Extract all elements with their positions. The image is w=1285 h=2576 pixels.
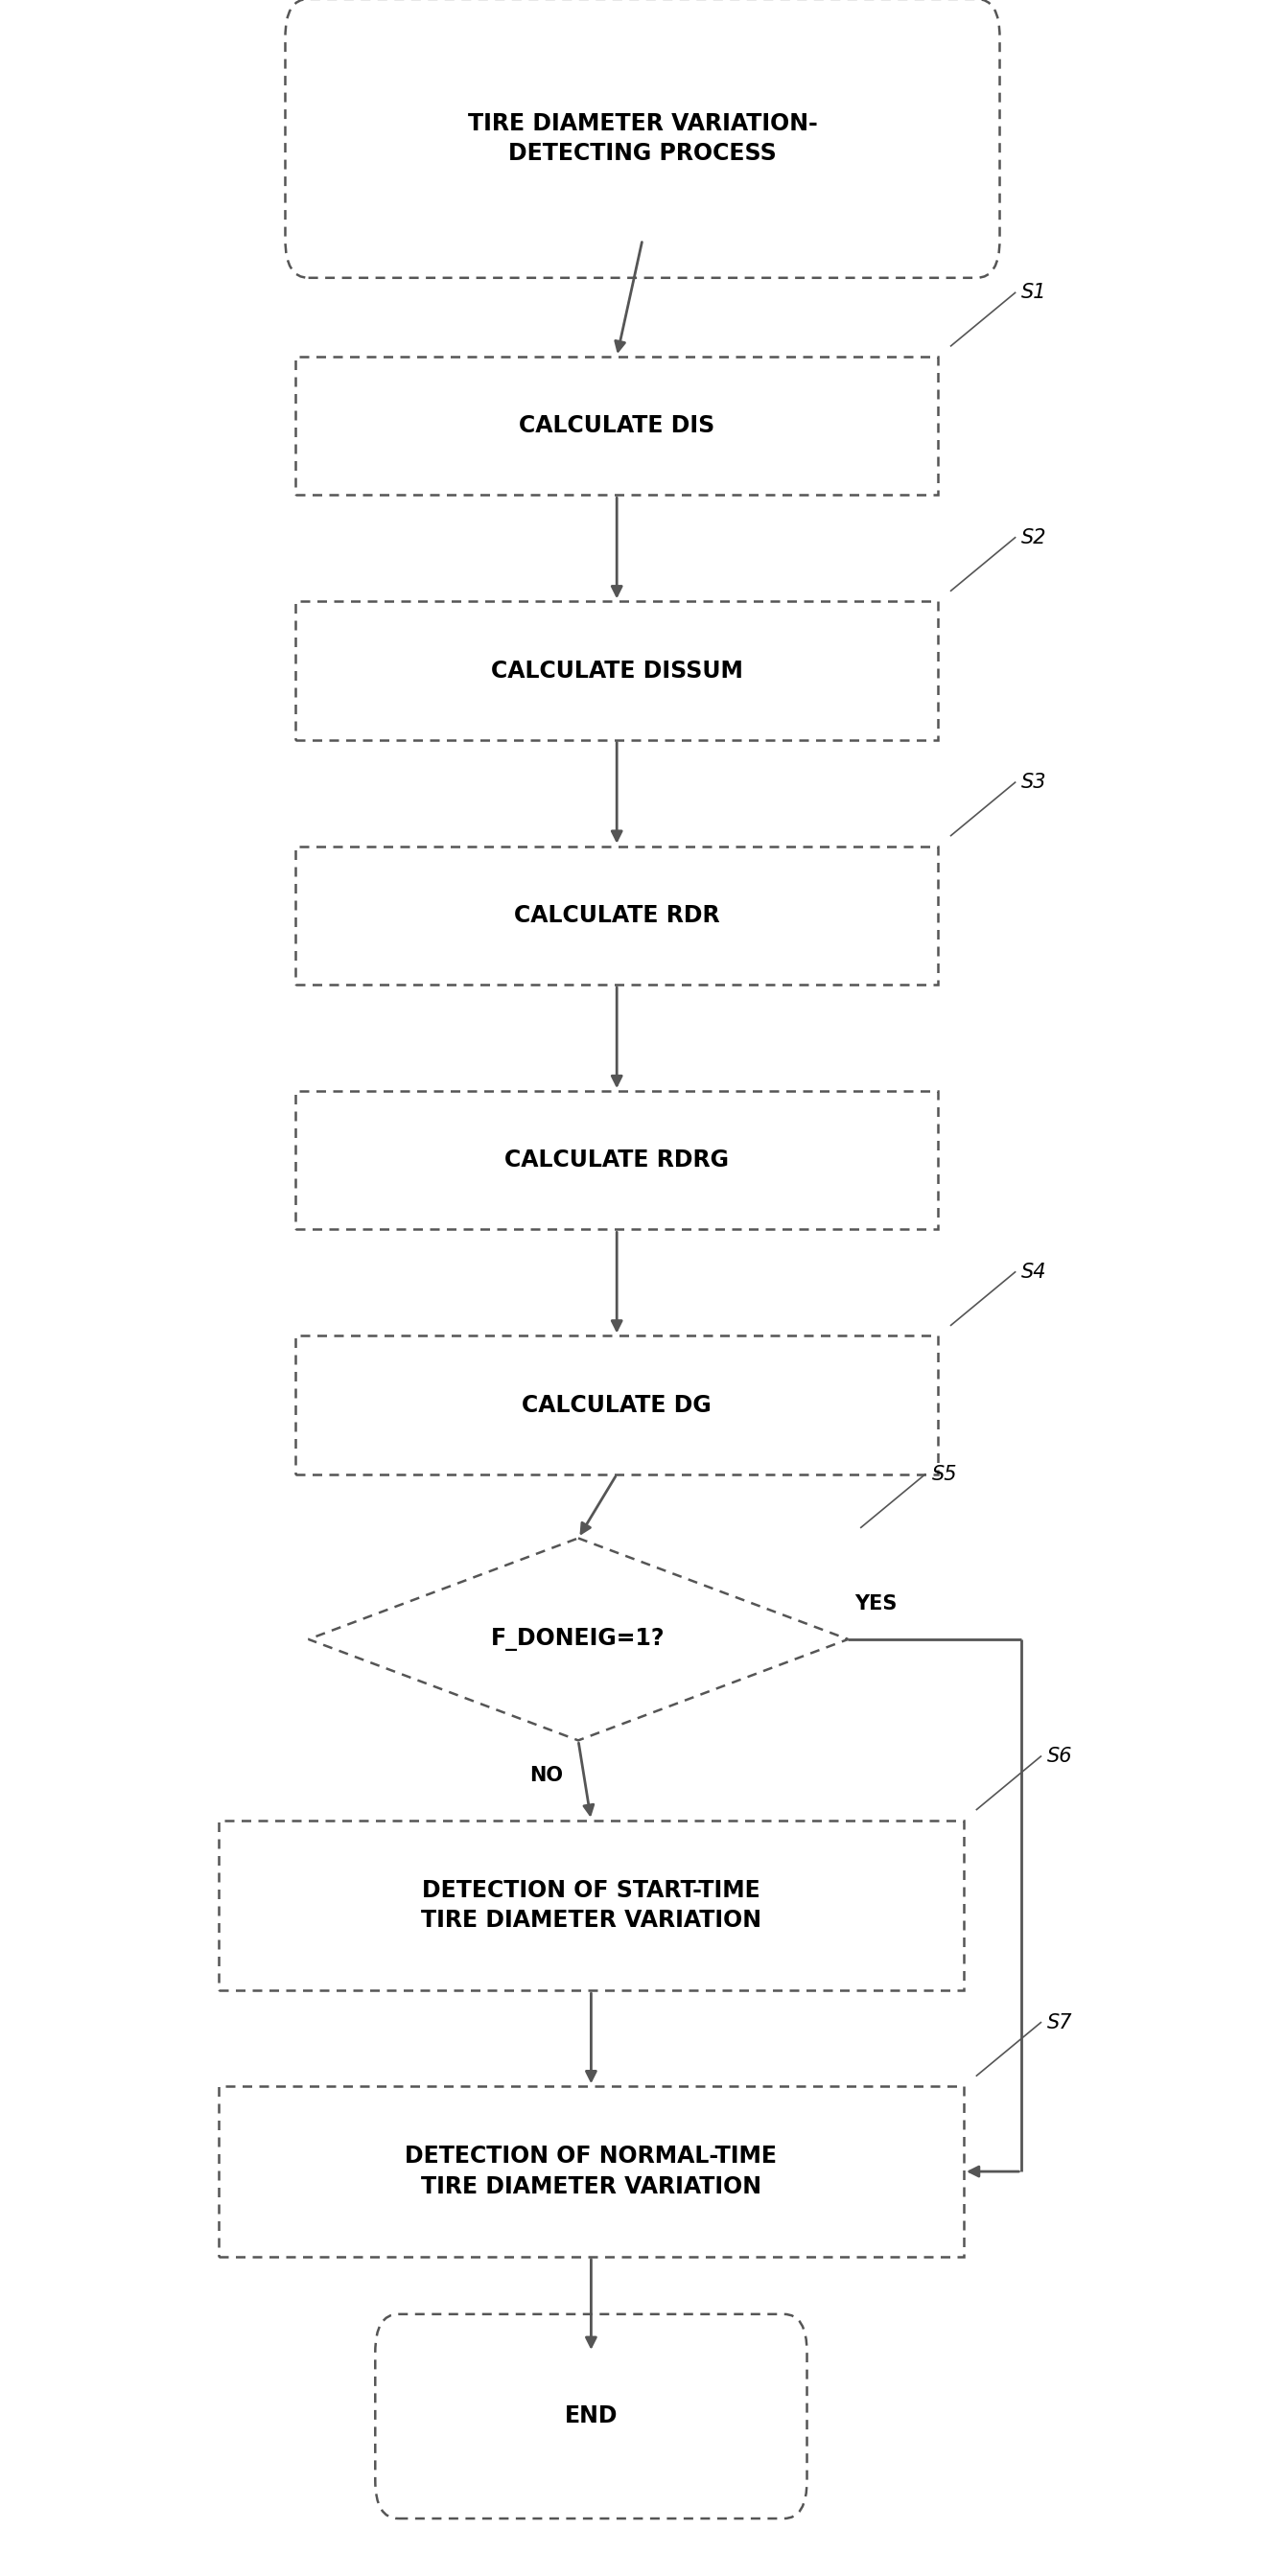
Bar bbox=[296, 600, 938, 739]
Bar bbox=[296, 355, 938, 495]
Text: CALCULATE DISSUM: CALCULATE DISSUM bbox=[491, 659, 743, 683]
Text: S4: S4 bbox=[1022, 1262, 1047, 1283]
Text: END: END bbox=[564, 2406, 618, 2427]
Text: CALCULATE RDR: CALCULATE RDR bbox=[514, 904, 720, 927]
Text: S7: S7 bbox=[1047, 2012, 1073, 2032]
Text: S3: S3 bbox=[1022, 773, 1047, 791]
Text: DETECTION OF START-TIME
TIRE DIAMETER VARIATION: DETECTION OF START-TIME TIRE DIAMETER VA… bbox=[421, 1878, 761, 1932]
Text: NO: NO bbox=[529, 1767, 563, 1785]
Text: F_DONEIG=1?: F_DONEIG=1? bbox=[491, 1628, 666, 1651]
Bar bbox=[296, 1337, 938, 1473]
Text: S1: S1 bbox=[1022, 283, 1047, 301]
FancyBboxPatch shape bbox=[285, 0, 1000, 278]
Polygon shape bbox=[308, 1538, 848, 1741]
Text: S6: S6 bbox=[1047, 1747, 1073, 1767]
Text: S5: S5 bbox=[932, 1466, 957, 1484]
Text: DETECTION OF NORMAL-TIME
TIRE DIAMETER VARIATION: DETECTION OF NORMAL-TIME TIRE DIAMETER V… bbox=[405, 2146, 777, 2197]
Text: CALCULATE DIS: CALCULATE DIS bbox=[519, 415, 714, 438]
Bar bbox=[218, 1821, 964, 1991]
FancyBboxPatch shape bbox=[375, 2313, 807, 2519]
Bar bbox=[218, 2087, 964, 2257]
Bar bbox=[296, 848, 938, 984]
Text: CALCULATE RDRG: CALCULATE RDRG bbox=[505, 1149, 729, 1172]
Text: S2: S2 bbox=[1022, 528, 1047, 546]
Text: CALCULATE DG: CALCULATE DG bbox=[522, 1394, 712, 1417]
Text: TIRE DIAMETER VARIATION-
DETECTING PROCESS: TIRE DIAMETER VARIATION- DETECTING PROCE… bbox=[468, 111, 817, 165]
Text: YES: YES bbox=[855, 1595, 897, 1613]
Bar bbox=[296, 1092, 938, 1229]
